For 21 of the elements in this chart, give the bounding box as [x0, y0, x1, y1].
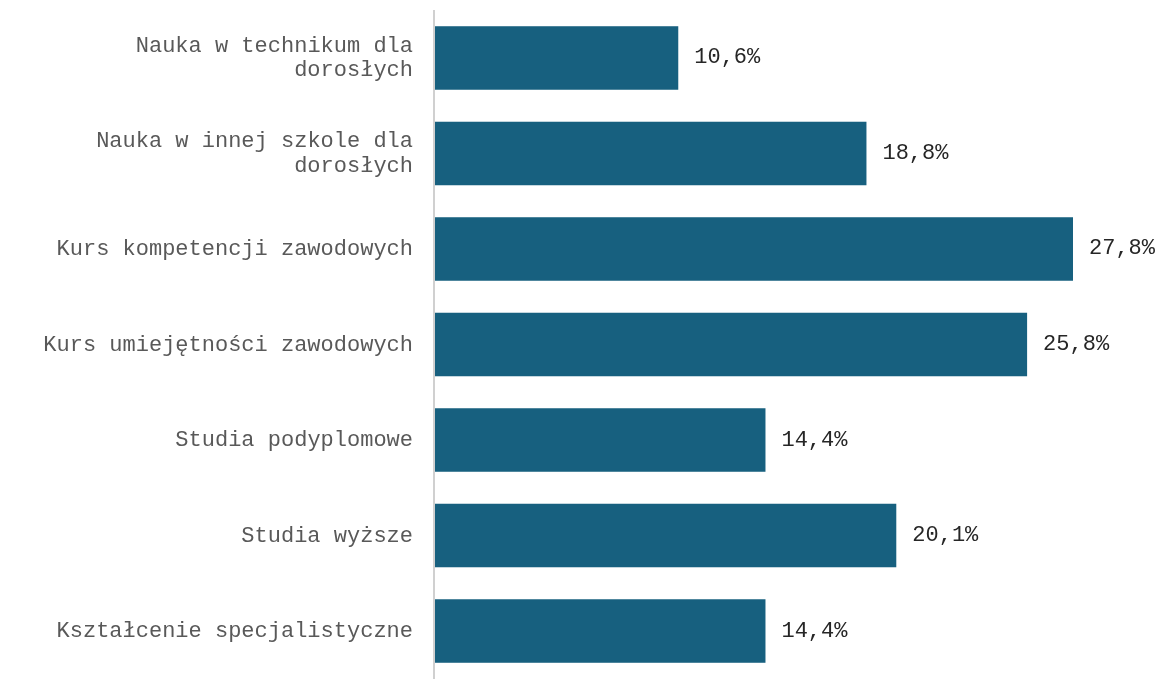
- y-tick-label: Studia wyższe: [241, 523, 413, 549]
- y-tick-label: Kurs kompetencji zawodowych: [56, 236, 413, 262]
- y-tick-label: Nauka w technikum dla dorosłych: [135, 33, 413, 83]
- data-label: 25,8%: [1043, 332, 1110, 357]
- data-label: 18,8%: [882, 140, 950, 166]
- bar: [435, 408, 766, 472]
- bar: [435, 121, 867, 186]
- bar: [435, 217, 1073, 281]
- y-tick-label: Nauka w innej szkole dla dorosłych: [96, 128, 413, 179]
- data-label: 14,4%: [781, 427, 849, 453]
- data-label: 10,6%: [694, 45, 762, 71]
- y-tick-label: Studia podyplomowe: [175, 427, 413, 453]
- data-label: 20,1%: [912, 523, 980, 549]
- bar: [435, 312, 1028, 377]
- bar: [435, 599, 766, 663]
- y-tick-label: Kształcenie specjalistyczne: [56, 618, 413, 644]
- bar: [435, 26, 679, 90]
- y-tick-label: Kurs umiejętności zawodowych: [43, 332, 413, 357]
- data-label: 14,4%: [781, 618, 849, 644]
- data-label: 27,8%: [1089, 236, 1156, 262]
- bar: [435, 503, 897, 568]
